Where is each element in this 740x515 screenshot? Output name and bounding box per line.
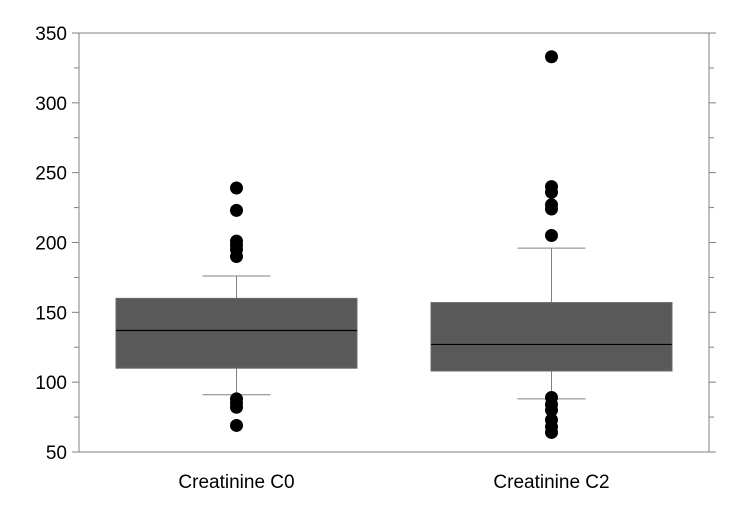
outlier-point	[545, 50, 558, 64]
outlier-point	[230, 400, 243, 414]
outlier-point	[545, 403, 558, 417]
outlier-point	[545, 229, 558, 243]
x-category-label: Creatinine C0	[178, 472, 294, 493]
boxes: Creatinine C0 Creatinine C2	[115, 50, 673, 493]
box-group-1: Creatinine C0	[115, 181, 358, 493]
outlier-point	[230, 249, 243, 263]
outlier-point	[230, 203, 243, 217]
outlier-point	[230, 181, 243, 195]
axes: 50 100 150 200 250 300 350	[35, 24, 716, 464]
iqr-box	[115, 297, 358, 369]
y-tick-label: 200	[35, 234, 67, 255]
iqr-box	[430, 302, 673, 372]
outlier-point	[545, 185, 558, 199]
y-tick-label: 300	[35, 94, 67, 115]
outlier-point	[545, 202, 558, 216]
y-tick-label: 100	[35, 373, 67, 394]
y-tick-label: 150	[35, 303, 67, 324]
y-tick-label: 250	[35, 164, 67, 185]
outlier-point	[230, 418, 243, 432]
x-category-label: Creatinine C2	[493, 472, 609, 493]
y-tick-label: 50	[46, 443, 67, 464]
outlier-point	[545, 425, 558, 439]
box-group-2: Creatinine C2	[430, 50, 673, 493]
y-tick-label: 350	[35, 24, 67, 45]
plot-frame	[78, 32, 710, 453]
